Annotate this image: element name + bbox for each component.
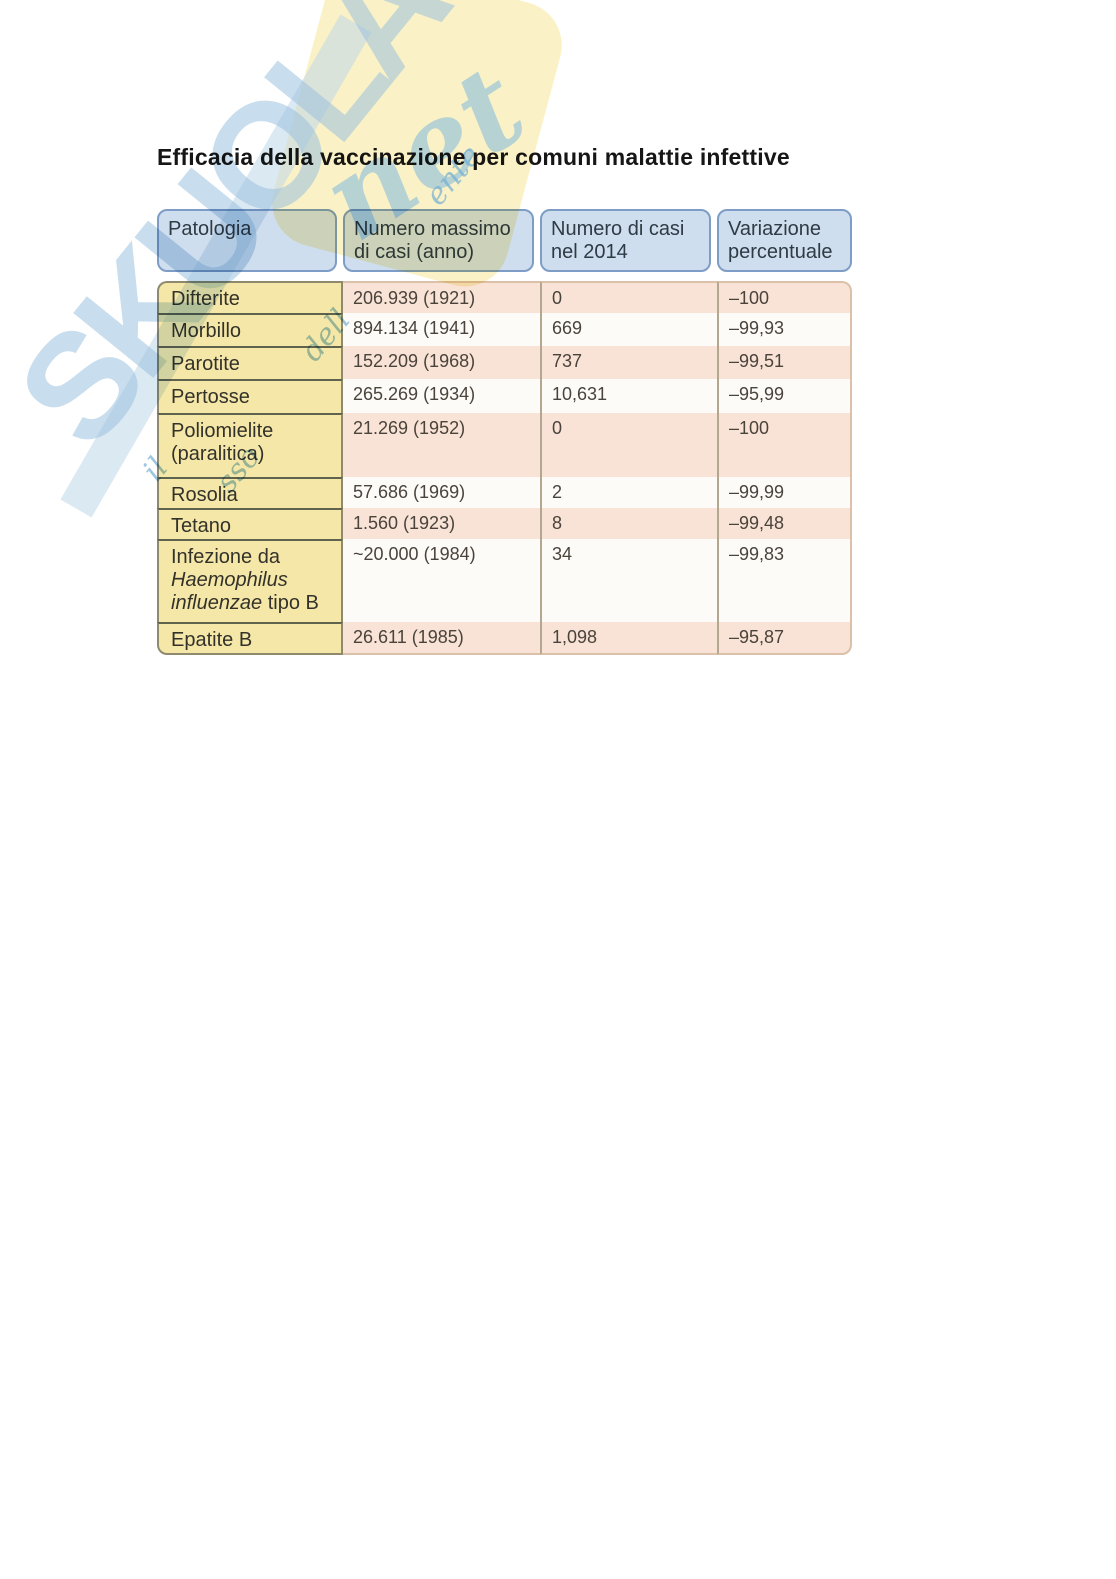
cell-numero-massimo: 57.686 (1969) <box>343 477 540 508</box>
cell-variazione: –95,87 <box>717 622 852 655</box>
cell-variazione: –100 <box>717 413 852 477</box>
cell-variazione: –100 <box>717 281 852 313</box>
table-row: Morbillo 894.134 (1941) 669 –99,93 <box>157 313 852 346</box>
cell-variazione: –99,93 <box>717 313 852 346</box>
cell-casi-2014: 1,098 <box>540 622 717 655</box>
patologia-text: Infezione da <box>171 546 280 568</box>
table-row: Tetano 1.560 (1923) 8 –99,48 <box>157 508 852 539</box>
cell-patologia: Infezione da Haemophilus influenzae tipo… <box>157 539 343 622</box>
cell-variazione: –99,83 <box>717 539 852 622</box>
cell-variazione: –99,48 <box>717 508 852 539</box>
cell-variazione: –95,99 <box>717 379 852 413</box>
cell-casi-2014: 669 <box>540 313 717 346</box>
cell-numero-massimo: 265.269 (1934) <box>343 379 540 413</box>
cell-patologia: Epatite B <box>157 622 343 655</box>
cell-variazione: –99,99 <box>717 477 852 508</box>
column-header-numero-massimo: Numero massimo di casi (anno) <box>343 209 534 272</box>
cell-numero-massimo: 894.134 (1941) <box>343 313 540 346</box>
cell-patologia: Rosolia <box>157 477 343 508</box>
table-row: Difterite 206.939 (1921) 0 –100 <box>157 281 852 313</box>
cell-casi-2014: 737 <box>540 346 717 379</box>
cell-patologia: Tetano <box>157 508 343 539</box>
cell-casi-2014: 2 <box>540 477 717 508</box>
cell-variazione: –99,51 <box>717 346 852 379</box>
cell-patologia: Morbillo <box>157 313 343 346</box>
cell-numero-massimo: 206.939 (1921) <box>343 281 540 313</box>
table-row: Poliomielite (paralitica) 21.269 (1952) … <box>157 413 852 477</box>
cell-casi-2014: 10,631 <box>540 379 717 413</box>
column-header-casi-2014: Numero di casi nel 2014 <box>540 209 711 272</box>
cell-patologia: Parotite <box>157 346 343 379</box>
vaccination-table-body: Difterite 206.939 (1921) 0 –100 Morbillo… <box>157 281 852 655</box>
table-header-row: Patologia Numero massimo di casi (anno) … <box>157 209 852 272</box>
table-row: Rosolia 57.686 (1969) 2 –99,99 <box>157 477 852 508</box>
page-title: Efficacia della vaccinazione per comuni … <box>157 144 790 170</box>
cell-numero-massimo: 26.611 (1985) <box>343 622 540 655</box>
cell-casi-2014: 0 <box>540 413 717 477</box>
column-header-variazione: Variazione percentuale <box>717 209 852 272</box>
patologia-text: tipo B <box>262 592 319 614</box>
cell-casi-2014: 34 <box>540 539 717 622</box>
column-header-patologia: Patologia <box>157 209 337 272</box>
table-row: Infezione da Haemophilus influenzae tipo… <box>157 539 852 622</box>
cell-patologia: Pertosse <box>157 379 343 413</box>
cell-patologia: Poliomielite (paralitica) <box>157 413 343 477</box>
cell-numero-massimo: 152.209 (1968) <box>343 346 540 379</box>
table-row: Parotite 152.209 (1968) 737 –99,51 <box>157 346 852 379</box>
cell-casi-2014: 0 <box>540 281 717 313</box>
patologia-italic-text: Haemophilus influenzae <box>171 569 288 614</box>
table-row: Pertosse 265.269 (1934) 10,631 –95,99 <box>157 379 852 413</box>
cell-numero-massimo: 1.560 (1923) <box>343 508 540 539</box>
table-row: Epatite B 26.611 (1985) 1,098 –95,87 <box>157 622 852 655</box>
cell-numero-massimo: ~20.000 (1984) <box>343 539 540 622</box>
cell-numero-massimo: 21.269 (1952) <box>343 413 540 477</box>
cell-patologia: Difterite <box>157 281 343 313</box>
cell-casi-2014: 8 <box>540 508 717 539</box>
